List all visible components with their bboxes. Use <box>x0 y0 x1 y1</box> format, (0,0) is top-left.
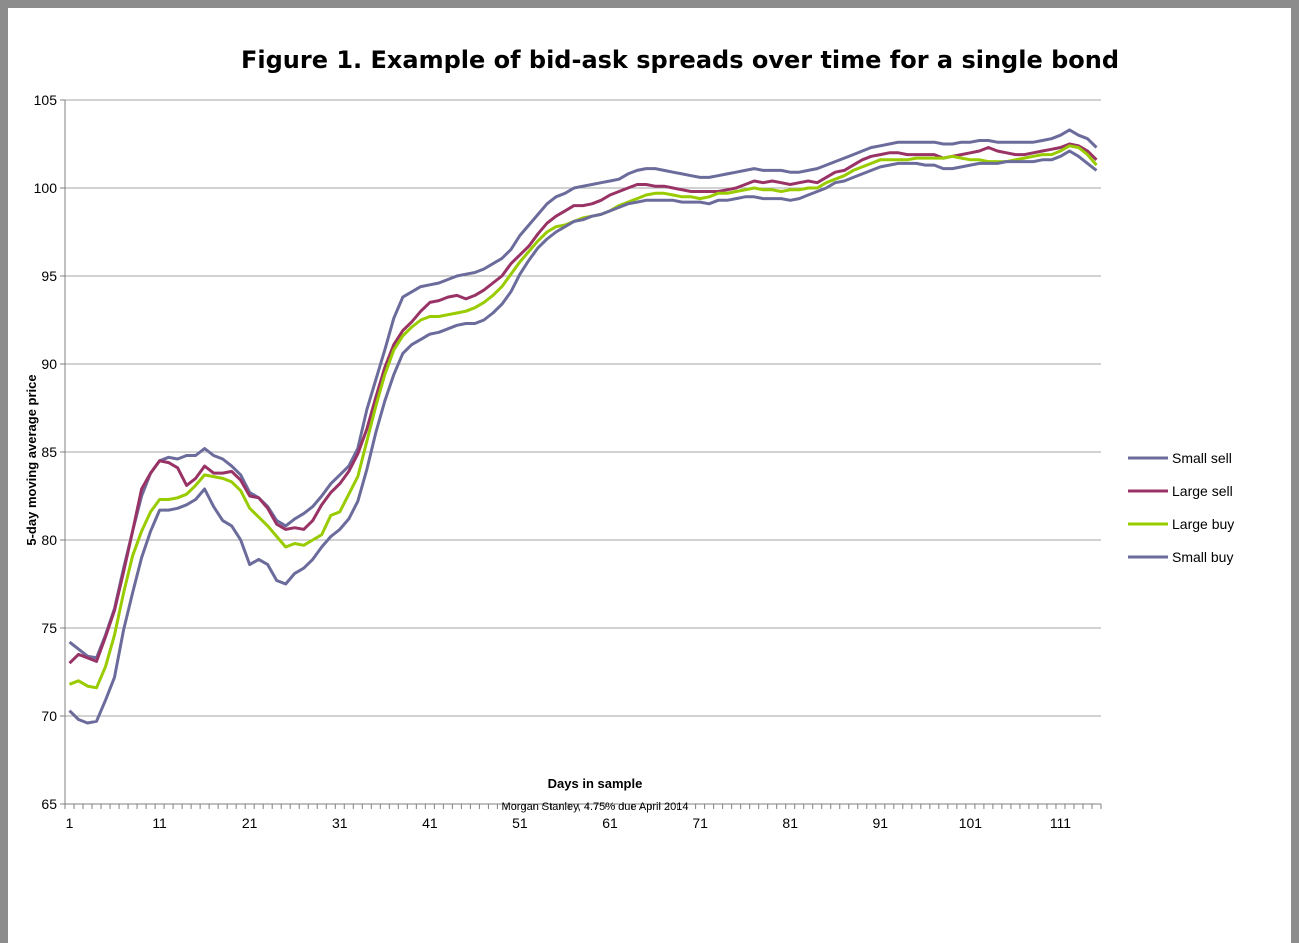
x-tick-label: 61 <box>602 815 618 831</box>
series-line-large-sell <box>68 142 1098 665</box>
y-tick-labels: 65 70 75 80 85 90 95 100 105 <box>34 92 58 812</box>
legend-label: Large buy <box>1172 516 1234 532</box>
chart-title: Figure 1. Example of bid-ask spreads ove… <box>241 46 1119 74</box>
x-axis-title: Days in sample <box>548 776 643 791</box>
series-lines <box>68 128 1098 725</box>
y-tick-label: 80 <box>41 532 57 548</box>
x-tick-label: 1 <box>66 815 74 831</box>
series-line-large-buy <box>68 144 1098 690</box>
y-tick-label: 65 <box>41 796 57 812</box>
x-tick-label: 41 <box>422 815 438 831</box>
y-tick-label: 95 <box>41 268 57 284</box>
y-tick-label: 70 <box>41 708 57 724</box>
x-tick-label: 51 <box>512 815 528 831</box>
chart-frame: Figure 1. Example of bid-ask spreads ove… <box>8 8 1291 943</box>
x-tick-label: 101 <box>959 815 983 831</box>
x-tick-label: 11 <box>152 815 167 831</box>
x-tick-label: 21 <box>242 815 258 831</box>
legend-label: Small buy <box>1172 549 1233 565</box>
y-tick-label: 90 <box>41 356 57 372</box>
x-tick-label: 71 <box>692 815 708 831</box>
x-tick-labels: 1 11 21 31 41 51 61 71 81 91 101 111 <box>66 815 1072 831</box>
legend-label: Small sell <box>1172 450 1232 466</box>
chart-svg: Figure 1. Example of bid-ask spreads ove… <box>24 46 1234 831</box>
series-line-small-sell <box>68 128 1098 660</box>
x-tick-label: 31 <box>332 815 348 831</box>
y-tick-label: 105 <box>34 92 58 108</box>
y-tick-label: 85 <box>41 444 57 460</box>
x-tick-label: 81 <box>782 815 798 831</box>
gridlines <box>60 99 1101 805</box>
y-axis-title: 5-day moving average price <box>24 374 39 545</box>
chart-note: Morgan Stanley, 4.75% due April 2014 <box>502 801 689 813</box>
x-tick-label: 111 <box>1050 815 1071 831</box>
legend: Small sell Large sell Large buy Small buy <box>1128 450 1234 565</box>
axes <box>64 100 1102 809</box>
y-tick-label: 100 <box>34 180 58 196</box>
y-tick-label: 75 <box>41 620 57 636</box>
series-line-small-buy <box>68 149 1098 725</box>
x-tick-label: 91 <box>872 815 888 831</box>
legend-label: Large sell <box>1172 483 1233 499</box>
